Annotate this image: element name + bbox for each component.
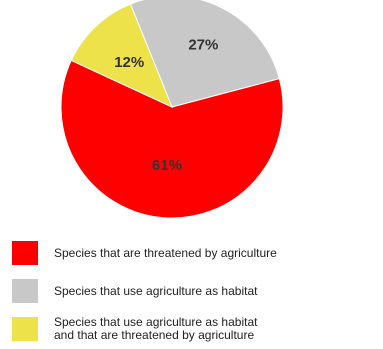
legend-swatch-red: [12, 241, 38, 265]
pie-chart: 27% 61% 12%: [60, 0, 284, 219]
pie-slice-habitat: [129, 0, 280, 108]
pie-label-both: 12%: [114, 54, 144, 71]
legend: Species that are threatened by agricultu…: [12, 235, 383, 347]
legend-item-both: Species that use agriculture as habitat …: [12, 311, 383, 347]
legend-label-both: Species that use agriculture as habitat …: [54, 315, 258, 342]
pie-slice-both: [70, 3, 173, 108]
legend-label-threatened: Species that are threatened by agricultu…: [54, 245, 277, 260]
legend-swatch-gray: [12, 279, 38, 303]
pie-label-threatened: 61%: [152, 157, 182, 174]
legend-label-habitat: Species that use agriculture as habitat: [54, 283, 258, 298]
legend-item-threatened: Species that are threatened by agricultu…: [12, 235, 383, 271]
pie-label-habitat: 27%: [188, 36, 218, 53]
pie-slice-threatened: [60, 59, 284, 219]
legend-swatch-yellow: [12, 317, 38, 341]
legend-item-habitat: Species that use agriculture as habitat: [12, 273, 383, 309]
